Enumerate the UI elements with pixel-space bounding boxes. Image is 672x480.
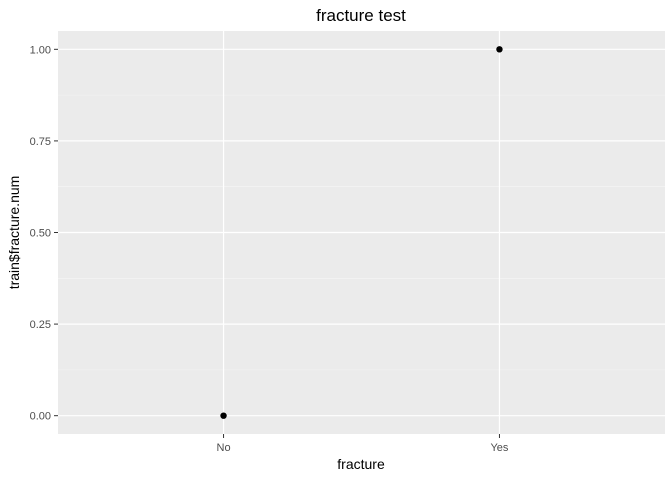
major-gridlines (58, 31, 665, 434)
x-axis-title: fracture (337, 456, 385, 472)
data-points (220, 46, 503, 419)
x-tick-label: Yes (490, 442, 508, 454)
y-axis: 0.00 0.25 0.50 0.75 1.00 (30, 44, 58, 423)
chart-title: fracture test (316, 6, 406, 25)
data-point (220, 412, 227, 419)
y-tick-label: 0.25 (30, 319, 51, 331)
x-tick-label: No (217, 442, 231, 454)
y-tick-label: 0.00 (30, 411, 51, 423)
y-axis-title: train$fracture.num (6, 176, 22, 290)
data-point (496, 46, 503, 53)
y-tick-label: 0.50 (30, 228, 51, 240)
y-tick-label: 0.75 (30, 136, 51, 148)
x-axis: No Yes (217, 434, 509, 454)
minor-gridlines (58, 94, 665, 371)
y-tick-label: 1.00 (30, 44, 51, 56)
